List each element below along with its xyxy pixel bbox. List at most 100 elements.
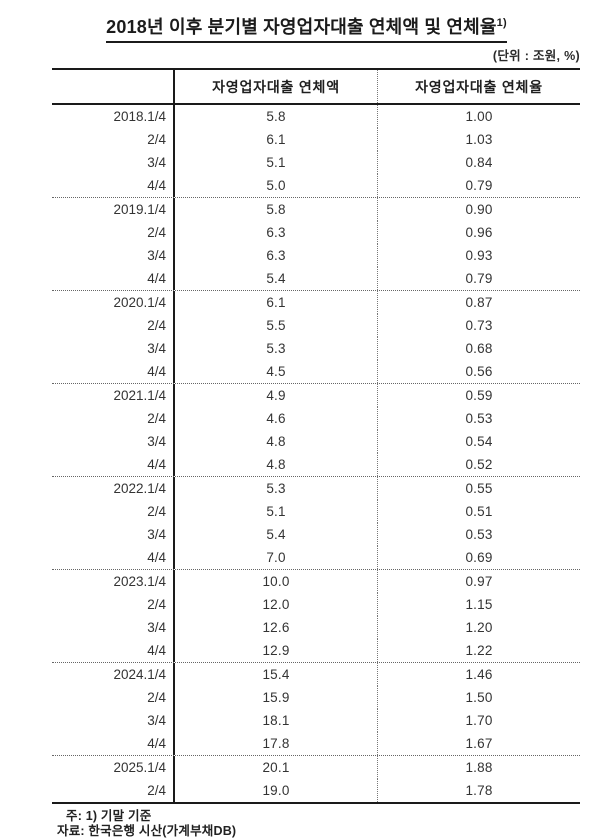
amount-cell: 4.8 [266,434,286,449]
row-label-cell: 4/4 [52,639,175,662]
row-label-cell: 3/4 [52,523,175,546]
table-row: 3/4 5.4 0.53 [52,523,580,546]
table-row: 2020.1/4 6.1 0.87 [52,291,580,314]
table-row: 3/4 5.1 0.84 [52,151,580,174]
table-row: 4/4 17.8 1.67 [52,732,580,755]
rate-cell: 0.52 [377,453,580,476]
rate-cell: 0.55 [377,477,580,500]
amount-cell: 12.9 [262,643,290,658]
amount-cell: 4.6 [266,411,286,426]
table-row: 2018.1/4 5.8 1.00 [52,105,580,128]
year-group-2019: 2019.1/4 5.8 0.90 2/4 6.3 0.96 3/4 6.3 0.93 4/4 5.… [52,198,580,291]
row-label-cell: 2022.1/4 [52,477,175,500]
row-label-cell: 4/4 [52,360,175,383]
rate-cell: 0.53 [377,523,580,546]
row-label-cell: 3/4 [52,337,175,360]
row-label-cell: 2/4 [52,779,175,802]
amount-cell: 5.5 [266,318,286,333]
table-row: 2/4 5.5 0.73 [52,314,580,337]
year-group-2021: 2021.1/4 4.9 0.59 2/4 4.6 0.53 3/4 4.8 0.54 4/4 4.… [52,384,580,477]
table-row: 3/4 6.3 0.93 [52,244,580,267]
table-row: 4/4 4.5 0.56 [52,360,580,383]
rate-cell: 0.97 [377,570,580,593]
amount-cell: 17.8 [262,736,290,751]
table-row: 3/4 5.3 0.68 [52,337,580,360]
amount-cell: 5.3 [266,341,286,356]
rate-cell: 1.46 [377,663,580,686]
header-cell-rate: 자영업자대출 연체율 [377,70,580,103]
amount-cell: 5.1 [266,504,286,519]
amount-cell: 18.1 [262,713,290,728]
page-title: 2018년 이후 분기별 자영업자대출 연체액 및 연체율1) [106,13,507,43]
amount-cell: 6.3 [266,248,286,263]
rate-cell: 0.59 [377,384,580,407]
row-label-cell: 4/4 [52,174,175,197]
footnote-note: 주: 1) 기말 기준 [66,809,152,823]
row-label-cell: 4/4 [52,546,175,569]
rate-cell: 1.70 [377,709,580,732]
row-label-cell: 3/4 [52,709,175,732]
row-label-cell: 2/4 [52,686,175,709]
table-row: 2/4 6.1 1.03 [52,128,580,151]
rate-cell: 0.54 [377,430,580,453]
row-label-cell: 2/4 [52,593,175,616]
rate-cell: 0.87 [377,291,580,314]
amount-cell: 12.0 [262,597,290,612]
row-label-cell: 2/4 [52,407,175,430]
table-row: 2/4 12.0 1.15 [52,593,580,616]
amount-cell: 4.5 [266,364,286,379]
rate-cell: 0.51 [377,500,580,523]
year-group-2024: 2024.1/4 15.4 1.46 2/4 15.9 1.50 3/4 18.1 1.70 4/… [52,663,580,756]
year-group-2022: 2022.1/4 5.3 0.55 2/4 5.1 0.51 3/4 5.4 0.53 4/4 7.… [52,477,580,570]
row-label-cell: 3/4 [52,151,175,174]
row-label-cell: 4/4 [52,267,175,290]
amount-cell: 10.0 [262,574,290,589]
table-row: 2/4 6.3 0.96 [52,221,580,244]
rate-cell: 0.56 [377,360,580,383]
amount-cell: 6.1 [266,132,286,147]
title-row: 2018년 이후 분기별 자영업자대출 연체액 및 연체율1) [0,13,613,43]
rate-cell: 0.79 [377,174,580,197]
row-label-cell: 2018.1/4 [52,105,175,128]
row-label-cell: 3/4 [52,430,175,453]
rate-cell: 1.22 [377,639,580,662]
amount-cell: 5.8 [266,109,286,124]
rate-cell: 0.73 [377,314,580,337]
year-group-2020: 2020.1/4 6.1 0.87 2/4 5.5 0.73 3/4 5.3 0.68 4/4 4.… [52,291,580,384]
row-label-cell: 2/4 [52,128,175,151]
table-row: 4/4 12.9 1.22 [52,639,580,662]
table-row: 3/4 18.1 1.70 [52,709,580,732]
row-label-cell: 2/4 [52,221,175,244]
header-cell-amount: 자영업자대출 연체액 [212,78,340,95]
table-row: 4/4 5.4 0.79 [52,267,580,290]
rate-cell: 0.68 [377,337,580,360]
table-row: 2021.1/4 4.9 0.59 [52,384,580,407]
table-row: 2/4 15.9 1.50 [52,686,580,709]
amount-cell: 6.3 [266,225,286,240]
amount-cell: 7.0 [266,550,286,565]
rate-cell: 1.00 [377,105,580,128]
rate-cell: 0.84 [377,151,580,174]
table-row: 2/4 19.0 1.78 [52,779,580,802]
rate-cell: 0.79 [377,267,580,290]
row-label-cell: 2/4 [52,314,175,337]
amount-cell: 5.4 [266,527,286,542]
table-row: 4/4 7.0 0.69 [52,546,580,569]
header-cell-empty [52,70,175,103]
amount-cell: 19.0 [262,783,290,798]
rate-cell: 1.50 [377,686,580,709]
amount-cell: 20.1 [262,760,290,775]
table-row: 2024.1/4 15.4 1.46 [52,663,580,686]
row-label-cell: 2024.1/4 [52,663,175,686]
rate-cell: 0.53 [377,407,580,430]
rate-cell: 0.69 [377,546,580,569]
row-label-cell: 3/4 [52,616,175,639]
table-row: 2/4 5.1 0.51 [52,500,580,523]
rate-cell: 1.03 [377,128,580,151]
amount-cell: 15.9 [262,690,290,705]
rate-cell: 0.96 [377,221,580,244]
amount-cell: 5.8 [266,202,286,217]
title-footnote-marker: 1) [496,17,507,29]
row-label-cell: 2/4 [52,500,175,523]
